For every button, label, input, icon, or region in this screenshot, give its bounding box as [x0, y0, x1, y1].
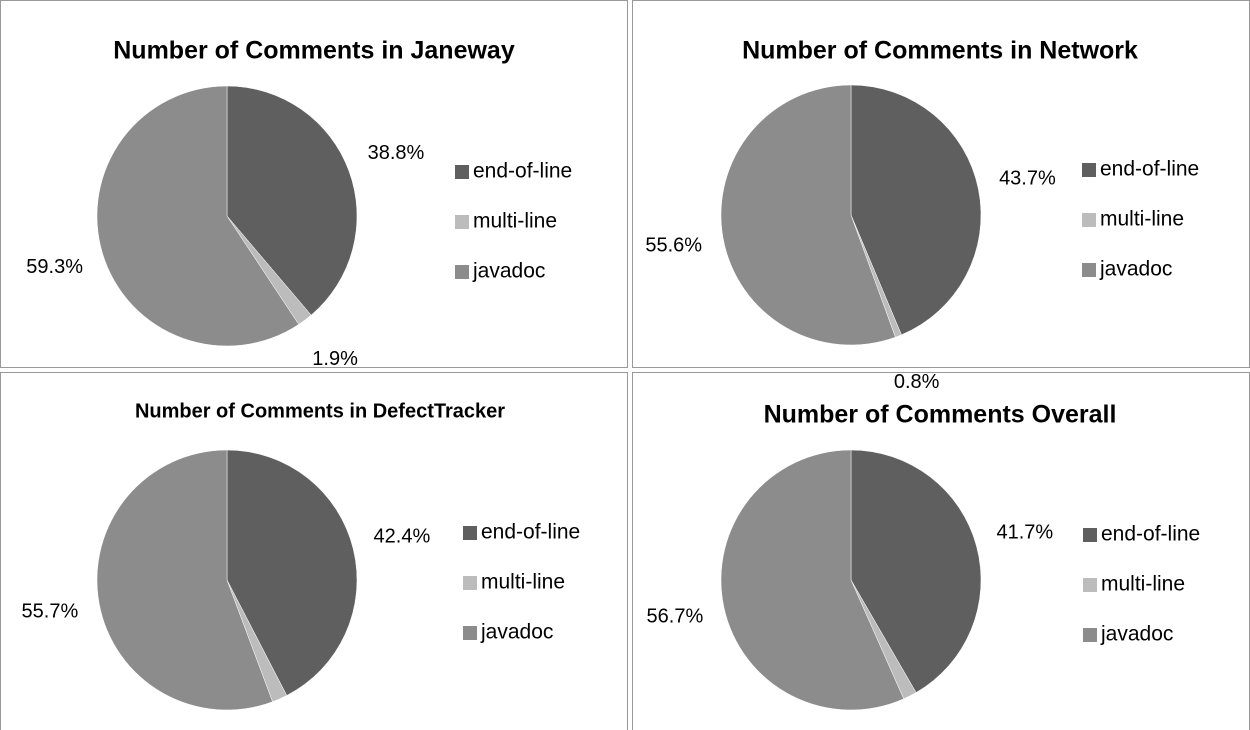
pie-slice — [226, 85, 358, 316]
legend-swatch — [463, 626, 477, 640]
legend-swatch — [463, 576, 477, 590]
legend-swatch — [1082, 163, 1096, 177]
legend-label: multi-line — [481, 571, 565, 594]
legend-label: javadoc — [1099, 258, 1172, 281]
legend-label: end-of-line — [473, 160, 572, 183]
data-label: 59.3% — [26, 256, 83, 278]
pie-slice — [850, 449, 982, 693]
legend-swatch — [1082, 213, 1096, 227]
pie-slice — [720, 449, 905, 711]
legend-label: javadoc — [480, 621, 553, 644]
pie-slice — [226, 449, 358, 696]
legend-label: multi-line — [1101, 573, 1185, 596]
legend-label: multi-line — [1100, 208, 1184, 231]
chart-title: Number of Comments in Network — [742, 37, 1138, 65]
chart-title: Number of Comments Overall — [764, 401, 1117, 429]
data-label: 1.7% — [910, 729, 956, 730]
pie-slice — [96, 85, 300, 347]
legend-swatch — [1083, 528, 1097, 542]
data-label: 55.7% — [22, 600, 79, 622]
legend-swatch — [1083, 578, 1097, 592]
legend-swatch — [455, 215, 469, 229]
legend-label: end-of-line — [1100, 158, 1199, 181]
legend-label: javadoc — [472, 260, 545, 283]
data-label: 1.9% — [312, 348, 358, 370]
data-label: 42.4% — [374, 526, 431, 548]
data-label: 55.6% — [645, 234, 702, 256]
legend-swatch — [1082, 263, 1096, 277]
cell-frame — [0, 372, 628, 730]
chart-title: Number of Comments in DefectTracker — [135, 400, 505, 422]
pie-slice — [850, 84, 982, 336]
cell-frame — [0, 0, 628, 368]
data-label: 41.7% — [996, 522, 1053, 544]
data-label: 0.8% — [894, 371, 940, 393]
pie-slice — [720, 84, 896, 346]
chart-title: Number of Comments in Janeway — [113, 37, 515, 65]
legend-swatch — [1083, 628, 1097, 642]
legend-label: end-of-line — [481, 521, 580, 544]
legend-swatch — [455, 165, 469, 179]
legend-label: multi-line — [473, 210, 557, 233]
legend-swatch — [463, 526, 477, 540]
legend-label: javadoc — [1100, 623, 1173, 646]
data-label: 38.8% — [368, 142, 425, 164]
legend-label: end-of-line — [1101, 523, 1200, 546]
pie-slice — [96, 449, 273, 711]
data-label: 43.7% — [999, 168, 1056, 190]
legend-swatch — [455, 265, 469, 279]
data-label: 56.7% — [647, 606, 704, 628]
